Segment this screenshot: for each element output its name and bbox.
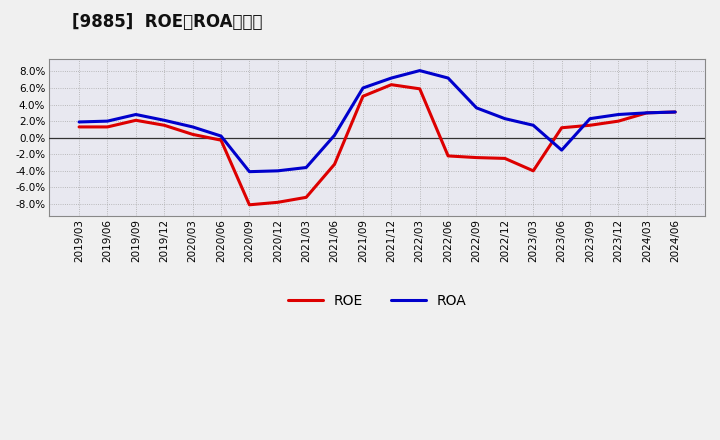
ROE bbox=[103, 124, 112, 129]
ROE bbox=[330, 161, 339, 167]
ROE bbox=[415, 86, 424, 92]
Line: ROE: ROE bbox=[79, 84, 675, 205]
ROE bbox=[274, 200, 282, 205]
ROE bbox=[245, 202, 253, 207]
ROA bbox=[614, 112, 623, 117]
ROE bbox=[132, 117, 140, 123]
ROA bbox=[103, 118, 112, 124]
ROE bbox=[217, 138, 225, 143]
ROE bbox=[585, 123, 594, 128]
ROA bbox=[557, 147, 566, 153]
ROE bbox=[387, 82, 396, 87]
ROE bbox=[160, 123, 168, 128]
ROA bbox=[245, 169, 253, 174]
ROA bbox=[585, 116, 594, 121]
ROE bbox=[529, 168, 538, 173]
ROA bbox=[529, 123, 538, 128]
Legend: ROE, ROA: ROE, ROA bbox=[288, 294, 467, 308]
ROA bbox=[217, 133, 225, 139]
ROA bbox=[75, 119, 84, 125]
ROE bbox=[642, 110, 651, 115]
ROA bbox=[330, 132, 339, 138]
ROA bbox=[132, 112, 140, 117]
ROA bbox=[359, 85, 367, 91]
ROE bbox=[614, 118, 623, 124]
ROE bbox=[472, 155, 481, 160]
ROE bbox=[444, 153, 452, 158]
ROA bbox=[642, 110, 651, 115]
ROA bbox=[444, 75, 452, 81]
ROA bbox=[415, 68, 424, 73]
ROE bbox=[75, 124, 84, 129]
ROA bbox=[472, 105, 481, 110]
ROA bbox=[671, 110, 680, 115]
ROA bbox=[160, 117, 168, 123]
Text: [9885]  ROE、ROAの推移: [9885] ROE、ROAの推移 bbox=[72, 13, 263, 31]
ROA bbox=[387, 75, 396, 81]
Line: ROA: ROA bbox=[79, 70, 675, 172]
ROE bbox=[302, 195, 310, 200]
ROA bbox=[274, 168, 282, 173]
ROE bbox=[671, 110, 680, 115]
ROA bbox=[189, 124, 197, 129]
ROA bbox=[302, 165, 310, 170]
ROE bbox=[557, 125, 566, 130]
ROE bbox=[189, 132, 197, 137]
ROA bbox=[500, 116, 509, 121]
ROE bbox=[500, 156, 509, 161]
ROE bbox=[359, 94, 367, 99]
